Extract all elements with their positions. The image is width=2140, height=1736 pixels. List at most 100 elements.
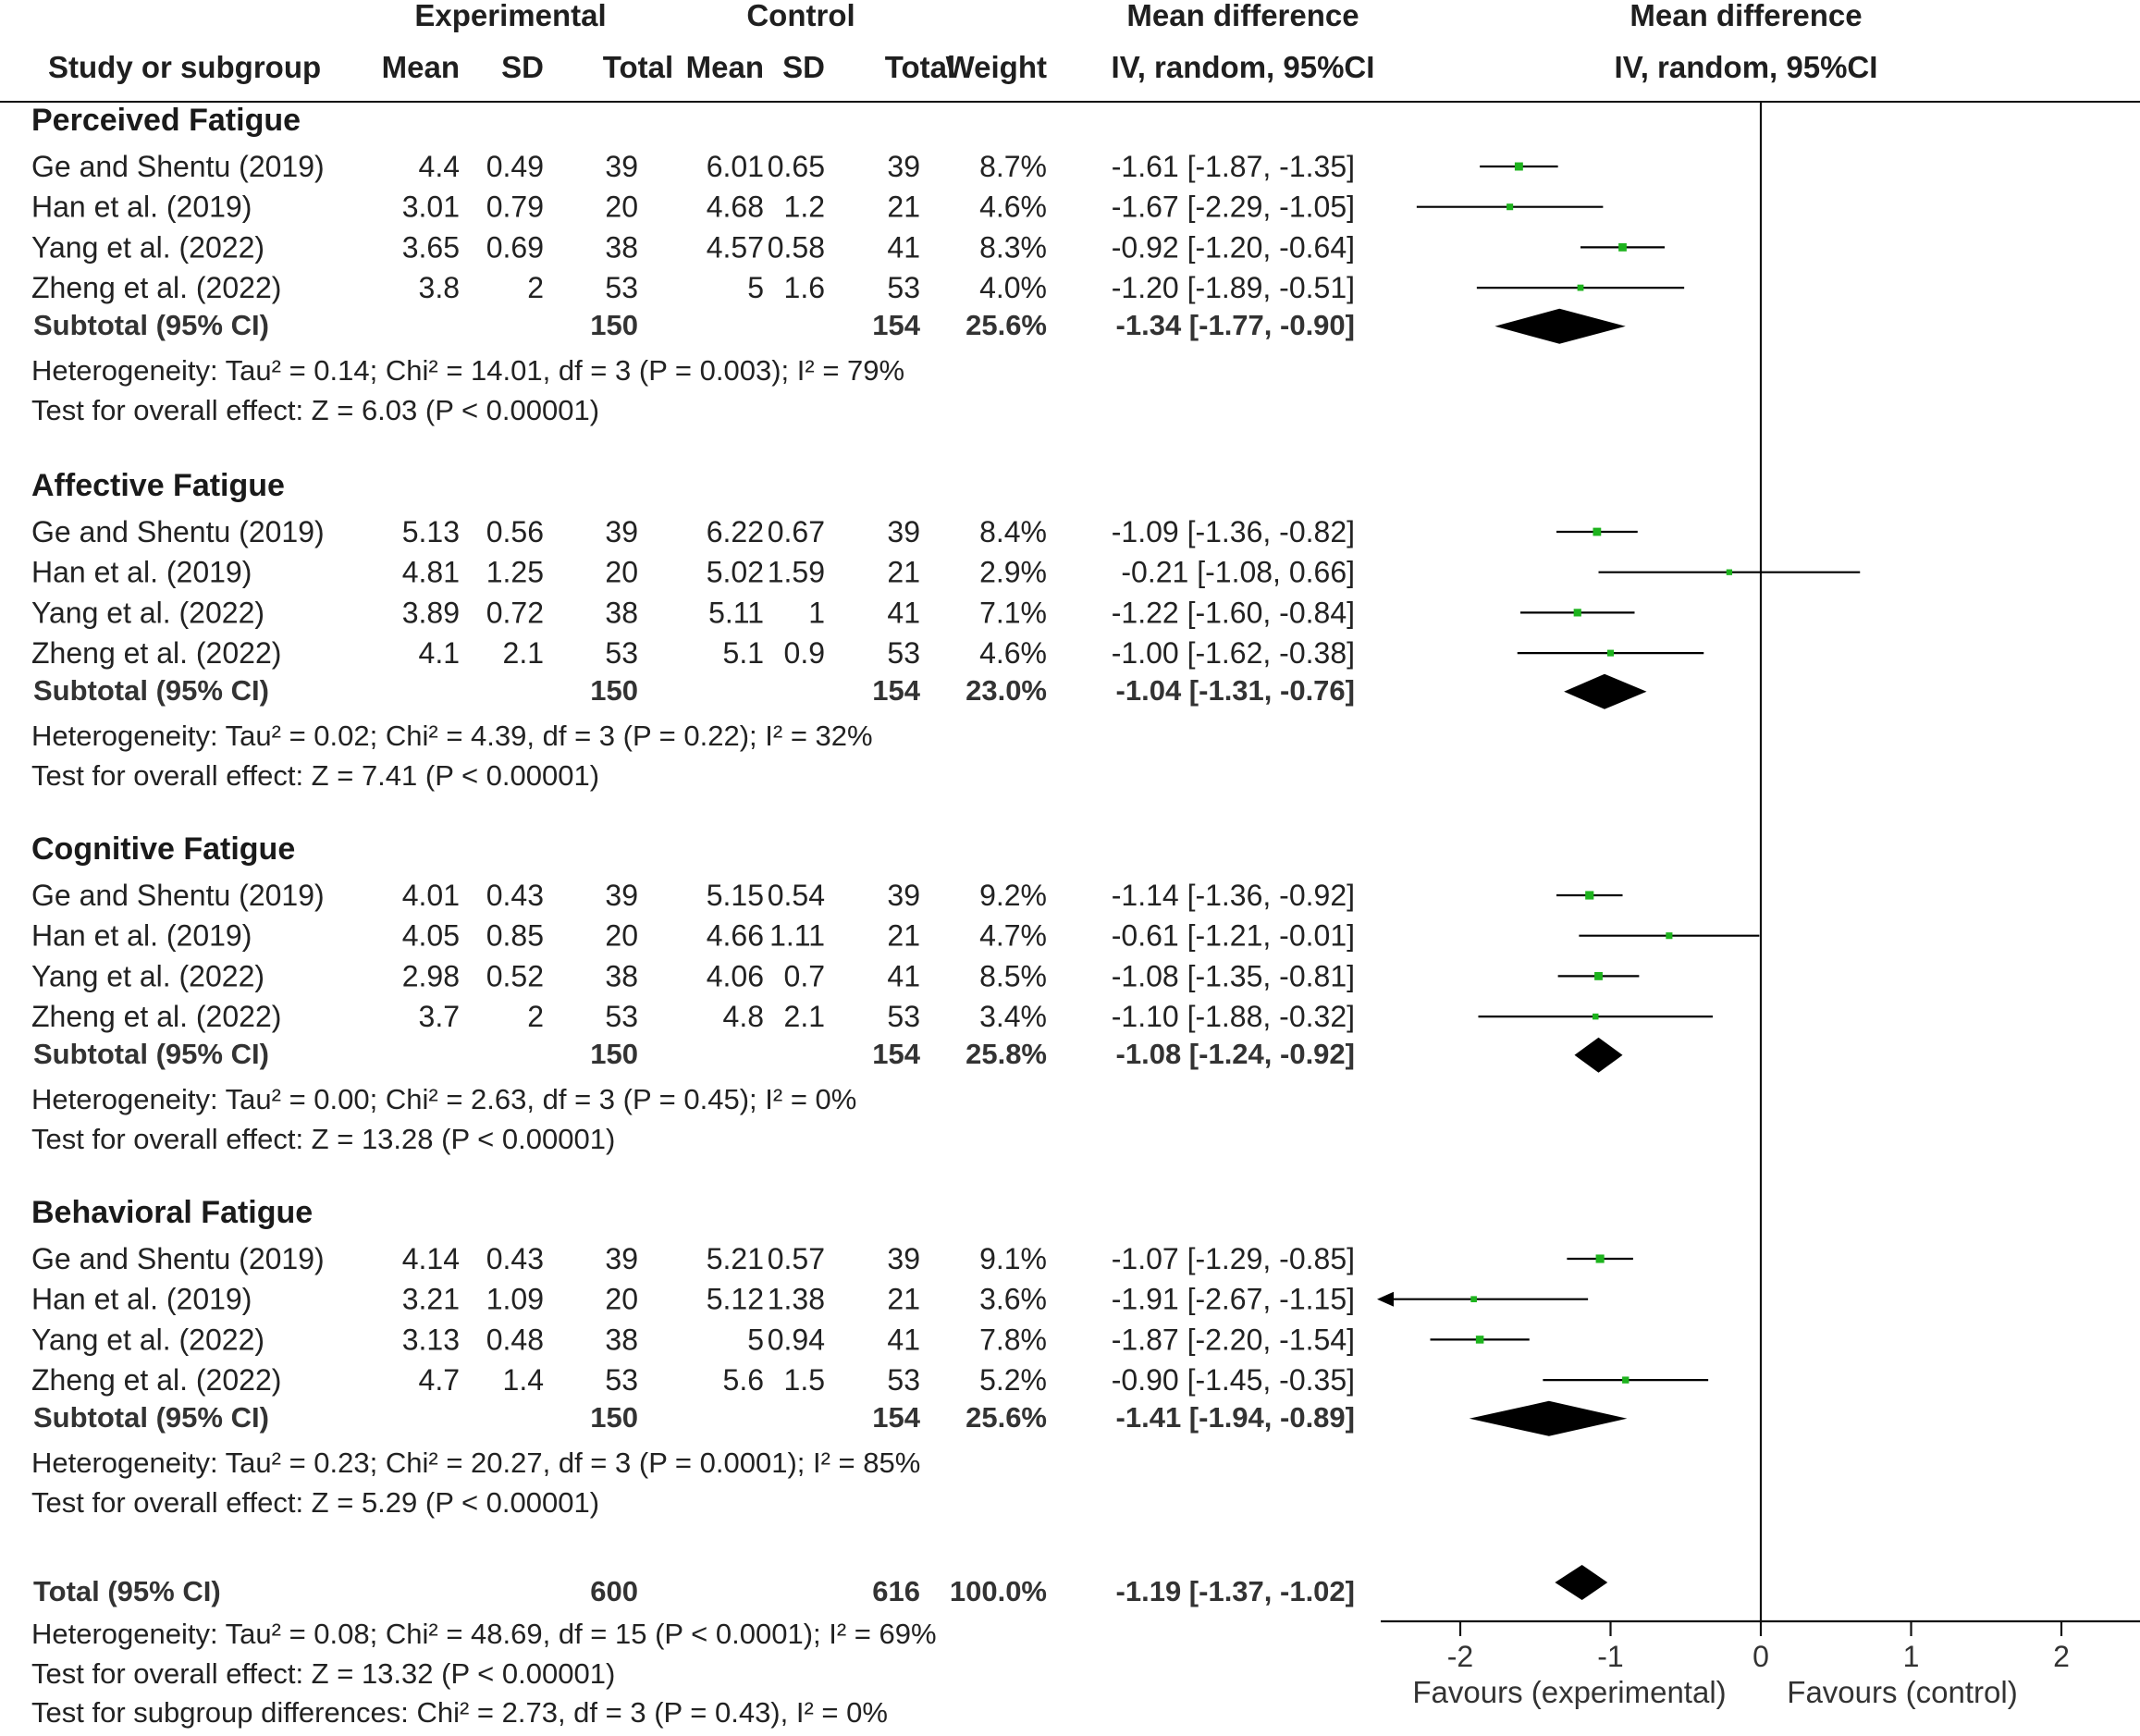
group-3-study-1-ctl-sd: 1.38 [768, 1283, 825, 1316]
total-overall-effect: Test for overall effect: Z = 13.32 (P < … [31, 1657, 615, 1690]
group-3-study-3-exp-total: 53 [605, 1363, 638, 1397]
group-1-overall-effect: Test for overall effect: Z = 7.41 (P < 0… [31, 759, 599, 792]
group-2-study-2-ctl-total: 41 [887, 959, 920, 992]
group-3-study-0-name: Ge and Shentu (2019) [31, 1242, 325, 1275]
total-ctl-total: 616 [872, 1575, 920, 1607]
group-2-study-2-exp-mean: 2.98 [402, 959, 460, 992]
group-0-subtotal-exp-total: 150 [590, 309, 638, 341]
group-2-study-1-exp-sd: 0.85 [486, 919, 544, 953]
group-3-study-2-weight: 7.8% [979, 1323, 1047, 1356]
group-3-overall-effect: Test for overall effect: Z = 5.29 (P < 0… [31, 1486, 599, 1519]
group-2-subtotal-weight: 25.8% [965, 1038, 1047, 1070]
group-0-study-2-exp-sd: 0.69 [486, 230, 544, 264]
group-2-study-2-exp-total: 38 [605, 959, 638, 992]
group-2-study-2-point [1594, 971, 1603, 980]
group-3-study-1-ctl-total: 21 [887, 1283, 920, 1316]
group-2-study-0-weight: 9.2% [979, 879, 1047, 912]
group-3-study-0-ctl-mean: 5.21 [707, 1242, 764, 1275]
total-exp-total: 600 [590, 1575, 638, 1607]
group-1-study-0-exp-total: 39 [605, 515, 638, 548]
group-1-heterogeneity: Heterogeneity: Tau² = 0.02; Chi² = 4.39,… [31, 720, 873, 752]
group-0-study-3-exp-total: 53 [605, 271, 638, 304]
group-0-study-3-name: Zheng et al. (2022) [31, 271, 281, 304]
group-1-study-1-exp-mean: 4.81 [402, 556, 460, 589]
group-2-study-1-ctl-sd: 1.11 [769, 919, 825, 953]
group-3-study-1-ctl-mean: 5.12 [707, 1283, 764, 1316]
group-2-title: Cognitive Fatigue [31, 831, 295, 867]
group-2-study-2-md-text: -1.08 [-1.35, -0.81] [1112, 959, 1355, 992]
group-0-study-1-ctl-sd: 1.2 [784, 191, 825, 224]
group-3-study-2-exp-total: 38 [605, 1323, 638, 1356]
group-1-study-1-ctl-total: 21 [887, 556, 920, 589]
group-1-study-3-exp-sd: 2.1 [503, 636, 544, 670]
group-1-subtotal-md-text: -1.04 [-1.31, -0.76] [1116, 674, 1355, 707]
header-ctl-total: Total [885, 50, 955, 84]
group-3-study-0-exp-total: 39 [605, 1242, 638, 1275]
group-0-study-2-ctl-sd: 0.58 [768, 230, 825, 264]
group-1-study-0-exp-mean: 5.13 [402, 515, 460, 548]
group-1-subtotal-weight: 23.0% [965, 674, 1047, 707]
group-1-subtotal-label: Subtotal (95% CI) [33, 674, 269, 707]
group-2-study-0-md-text: -1.14 [-1.36, -0.92] [1112, 879, 1355, 912]
group-3-study-0-exp-mean: 4.14 [402, 1242, 460, 1275]
favours-control: Favours (control) [1787, 1675, 2017, 1709]
group-1-study-2-point [1573, 609, 1581, 617]
group-2-study-2-exp-sd: 0.52 [486, 959, 544, 992]
header-control: Control [746, 0, 855, 32]
group-0-subtotal-md-text: -1.34 [-1.77, -0.90] [1116, 309, 1355, 341]
header-weight: Weight [946, 50, 1047, 84]
group-0-study-0-point [1514, 162, 1523, 171]
header-exp-sd: SD [501, 50, 544, 84]
group-2-study-3-exp-total: 53 [605, 1000, 638, 1033]
group-0-overall-effect: Test for overall effect: Z = 6.03 (P < 0… [31, 394, 599, 426]
group-1-study-0-md-text: -1.09 [-1.36, -0.82] [1112, 515, 1355, 548]
group-1-study-3-ctl-total: 53 [887, 636, 920, 670]
group-0-heterogeneity: Heterogeneity: Tau² = 0.14; Chi² = 14.01… [31, 354, 904, 387]
header-method: IV, random, 95%CI [1112, 50, 1375, 84]
group-3-study-3-ctl-sd: 1.5 [784, 1363, 825, 1397]
header-ctl-sd: SD [782, 50, 825, 84]
group-3-study-0-exp-sd: 0.43 [486, 1242, 544, 1275]
group-0-study-1-weight: 4.6% [979, 191, 1047, 224]
group-3-study-2-point [1475, 1336, 1484, 1344]
group-1-study-2-md-text: -1.22 [-1.60, -0.84] [1112, 596, 1355, 629]
x-tick-label-2: 0 [1753, 1640, 1769, 1673]
group-2-study-0-ctl-total: 39 [887, 879, 920, 912]
total-label: Total (95% CI) [33, 1575, 221, 1607]
favours-experimental: Favours (experimental) [1412, 1675, 1726, 1709]
group-3-study-1-md-text: -1.91 [-2.67, -1.15] [1112, 1283, 1355, 1316]
group-3-study-2-md-text: -1.87 [-2.20, -1.54] [1112, 1323, 1355, 1356]
group-2-study-0-point [1585, 891, 1594, 900]
total-diamond [1555, 1565, 1608, 1600]
total-heterogeneity: Heterogeneity: Tau² = 0.08; Chi² = 48.69… [31, 1618, 937, 1650]
group-2-study-0-exp-sd: 0.43 [486, 879, 544, 912]
group-1-study-1-name: Han et al. (2019) [31, 556, 252, 589]
group-3-subtotal-diamond [1469, 1400, 1628, 1436]
group-1-study-2-exp-mean: 3.89 [402, 596, 460, 629]
group-0-study-3-md-text: -1.20 [-1.89, -0.51] [1112, 271, 1355, 304]
group-0-study-2-ctl-total: 41 [887, 230, 920, 264]
group-3-study-2-exp-mean: 3.13 [402, 1323, 460, 1356]
group-1-subtotal-exp-total: 150 [590, 674, 638, 707]
group-0-study-3-point [1577, 284, 1584, 291]
x-tick-label-3: 1 [1903, 1640, 1920, 1673]
group-3-study-3-exp-sd: 1.4 [503, 1363, 544, 1397]
group-3-study-1-point [1470, 1296, 1477, 1303]
group-0-study-0-ctl-total: 39 [887, 150, 920, 183]
group-0-study-3-ctl-total: 53 [887, 271, 920, 304]
group-2-study-3-exp-sd: 2 [527, 1000, 544, 1033]
group-1-study-2-ctl-total: 41 [887, 596, 920, 629]
group-1-study-0-weight: 8.4% [979, 515, 1047, 548]
group-1-study-2-weight: 7.1% [979, 596, 1047, 629]
group-3-study-2-name: Yang et al. (2022) [31, 1323, 264, 1356]
group-0-subtotal-label: Subtotal (95% CI) [33, 309, 269, 341]
group-0-study-1-md-text: -1.67 [-2.29, -1.05] [1112, 191, 1355, 224]
x-tick-label-0: -2 [1447, 1640, 1473, 1673]
group-3-subtotal-ctl-total: 154 [872, 1401, 920, 1434]
group-2-study-1-exp-total: 20 [605, 919, 638, 953]
group-1-study-1-weight: 2.9% [979, 556, 1047, 589]
group-2-study-3-ctl-mean: 4.8 [723, 1000, 764, 1033]
header-study-or-subgroup: Study or subgroup [48, 50, 321, 84]
group-1-study-3-exp-mean: 4.1 [419, 636, 460, 670]
group-2-study-1-ctl-total: 21 [887, 919, 920, 953]
